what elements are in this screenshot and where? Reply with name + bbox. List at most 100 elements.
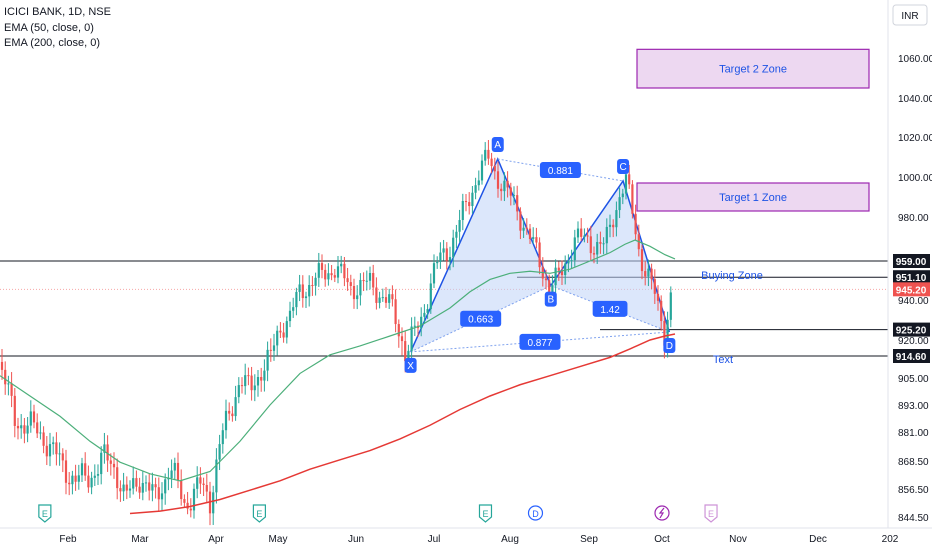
candle-body [266, 349, 269, 371]
price-axis-label-box[interactable] [893, 270, 930, 285]
y-axis-tick-label: 1060.00 [898, 54, 932, 65]
candle-body [445, 248, 448, 261]
candle-body [20, 425, 23, 429]
candle-body [141, 482, 144, 493]
candle-body [551, 285, 554, 293]
price-axis-label: 914.60 [896, 352, 927, 363]
pattern-point-badge[interactable] [663, 338, 676, 353]
currency-label: INR [901, 11, 918, 22]
candle-body [452, 237, 455, 258]
event-marker-letter: E [42, 509, 48, 519]
candle-body [400, 336, 404, 342]
candles-group [0, 140, 672, 526]
candle-body [519, 211, 522, 231]
candle-body [580, 228, 583, 237]
candle-body [615, 210, 618, 228]
candle-body [397, 324, 400, 337]
candle-body [391, 294, 394, 300]
candle-body [231, 413, 234, 417]
candle-body [125, 484, 128, 491]
x-axis-month-label: Mar [131, 534, 149, 545]
pattern-point-badge[interactable] [617, 159, 630, 174]
pattern-point-badge[interactable] [544, 291, 557, 307]
candle-body [535, 237, 538, 243]
ema-200-line[interactable] [129, 333, 676, 515]
candle-body [164, 479, 167, 494]
candle-body [260, 376, 263, 381]
candle-body [103, 444, 106, 453]
price-axis-label-box[interactable] [893, 349, 930, 363]
candle-body [458, 220, 461, 232]
candle-body [589, 236, 592, 254]
ema-200-legend[interactable]: EMA (200, close, 0) [4, 37, 100, 49]
earnings-marker-icon[interactable] [704, 504, 718, 523]
candle-body [272, 345, 276, 351]
candle-body [464, 201, 468, 203]
target-zone-label: Target 2 Zone [719, 64, 787, 76]
candle-body [128, 488, 132, 491]
y-axis-tick-label: 844.50 [898, 513, 929, 524]
pattern-point-label: X [407, 361, 414, 372]
candle-body [532, 237, 535, 240]
candle-body [506, 180, 509, 188]
candle-body [157, 487, 160, 500]
ema-50-line[interactable] [0, 239, 676, 482]
y-axis-tick-label: 905.00 [898, 374, 929, 385]
candle-body [509, 187, 512, 196]
candle-body [500, 188, 503, 192]
candle-body [42, 432, 45, 446]
candle-body [612, 224, 615, 228]
earnings-marker-icon[interactable] [478, 504, 493, 523]
ratio-badge-label: 0.881 [548, 166, 573, 177]
candle-body [288, 310, 292, 322]
earnings-marker-icon[interactable] [38, 504, 52, 523]
price-axis-label-box[interactable] [893, 254, 930, 268]
candle-body [189, 508, 192, 511]
candle-body [279, 330, 282, 333]
candle-body [650, 268, 653, 280]
pattern-point-badge[interactable] [404, 357, 417, 373]
ratio-badge[interactable] [592, 300, 628, 317]
candle-body [570, 260, 573, 262]
candle-body [192, 488, 196, 511]
candle-body [68, 482, 71, 485]
candle-body [343, 263, 346, 279]
event-marker-letter: E [256, 509, 262, 519]
candle-body [180, 480, 183, 500]
candle-body [653, 279, 656, 294]
x-axis-month-label: Jul [428, 534, 441, 545]
target-zone-box[interactable] [636, 182, 870, 212]
candle-body [490, 158, 493, 167]
ema-50-legend[interactable]: EMA (50, close, 0) [4, 22, 94, 34]
symbol-title[interactable]: ICICI BANK, 1D, NSE [4, 6, 111, 18]
candle-body [74, 475, 77, 482]
earnings-marker-icon[interactable] [252, 504, 266, 523]
chart-annotation: Text [713, 354, 733, 366]
candle-body [413, 325, 416, 327]
candle-body [573, 237, 576, 261]
candle-body [151, 484, 154, 491]
ratio-badge[interactable] [519, 333, 561, 350]
price-axis-label-box[interactable] [893, 322, 930, 337]
currency-button[interactable] [892, 4, 928, 26]
dividend-marker-icon[interactable] [527, 505, 544, 521]
candle-body [84, 463, 87, 476]
candle-body [4, 369, 7, 385]
y-axis-tick-label: 1040.00 [898, 94, 932, 105]
y-axis-tick-label: 1020.00 [898, 133, 932, 144]
ratio-badge[interactable] [460, 310, 502, 327]
target-zone-box[interactable] [636, 48, 870, 89]
ratio-badge[interactable] [539, 162, 581, 178]
candle-body [244, 375, 247, 387]
candle-body [647, 268, 650, 277]
candle-body [247, 375, 250, 377]
candle-body [298, 284, 301, 292]
candle-body [468, 202, 471, 207]
candle-body [426, 309, 429, 313]
price-axis-label-box[interactable] [893, 282, 930, 297]
pattern-point-badge[interactable] [491, 137, 504, 152]
candle-body [183, 499, 186, 503]
candle-body [23, 425, 26, 434]
